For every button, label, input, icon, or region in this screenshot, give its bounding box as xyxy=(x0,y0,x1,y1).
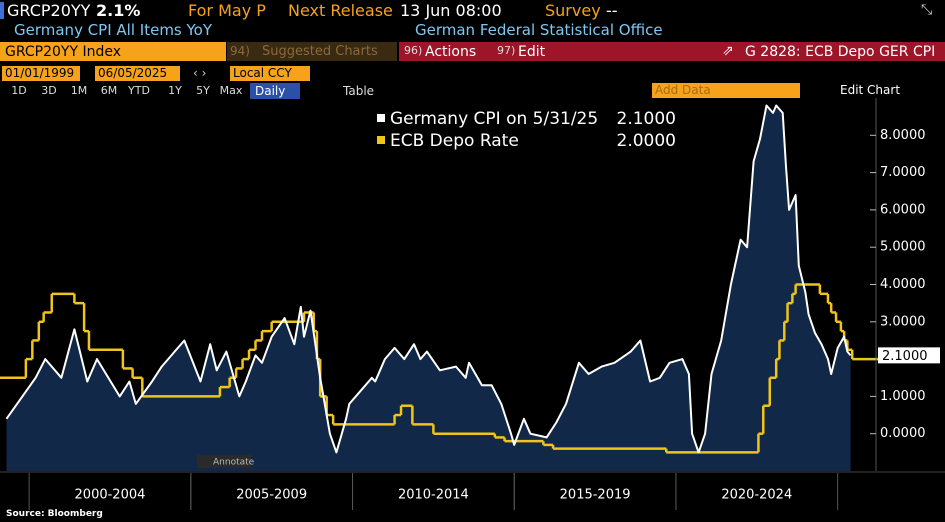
suggested-num: 94) xyxy=(230,44,250,58)
source-org: German Federal Statistical Office xyxy=(415,21,663,39)
edit[interactable]: Edit xyxy=(518,44,546,60)
frequency-box[interactable] xyxy=(250,83,300,99)
period-button[interactable]: YTD xyxy=(128,84,150,97)
start-date-box[interactable] xyxy=(2,66,80,81)
line xyxy=(5,104,852,454)
legend: Germany CPI on 5/31/25 2.1000 ECB Depo Rat… xyxy=(372,104,680,152)
survey: -- xyxy=(606,1,618,20)
next-release: 13 Jun 08:00 xyxy=(400,1,502,20)
y-tick-label: 4.0000 xyxy=(880,277,926,292)
actions-num: 96) xyxy=(404,44,423,57)
period-button[interactable]: Max xyxy=(219,84,243,97)
x-tick-label: 2010-2014 xyxy=(398,488,469,503)
security: GRCP20YY Index xyxy=(5,44,122,60)
last-value-label: 2.1000 xyxy=(882,349,928,364)
legend-swatch xyxy=(377,114,385,122)
period-button[interactable]: 6M xyxy=(100,84,118,97)
description: Germany CPI All Items YoY xyxy=(14,21,213,39)
table[interactable]: Table xyxy=(343,84,375,98)
add-data: Add Data xyxy=(655,83,711,97)
last-value: 2.1% xyxy=(96,1,141,20)
status-bar xyxy=(0,2,4,19)
period-button[interactable]: 1Y xyxy=(168,84,182,97)
period-button[interactable]: 1M xyxy=(70,84,88,97)
add-data-box[interactable] xyxy=(652,83,800,98)
x-axis-band xyxy=(0,472,945,510)
period-button[interactable]: 1D xyxy=(11,84,27,97)
legend-label: Germany CPI on 5/31/25 xyxy=(390,109,598,129)
period-button[interactable]: 5Y xyxy=(196,84,210,97)
legend-label: ECB Depo Rate xyxy=(390,131,519,151)
x-tick-label: 2000-2004 xyxy=(75,488,146,503)
end-date: 06/05/2025 xyxy=(98,66,168,80)
open-icon[interactable]: ⇗ xyxy=(722,43,734,59)
x-tick-label: 2020-2024 xyxy=(721,488,792,503)
chart-name: G 2828: ECB Depo GER CPI xyxy=(745,44,936,60)
suggested: Suggested Charts xyxy=(262,44,378,59)
end-date-box[interactable] xyxy=(95,66,180,81)
start-date: 01/01/1999 xyxy=(5,66,75,80)
suggested-box[interactable] xyxy=(227,42,397,61)
frequency: Daily xyxy=(255,84,286,98)
x-tick-label: 2005-2009 xyxy=(236,488,307,503)
y-tick-label: 1.0000 xyxy=(880,389,926,404)
legend-value: 2.0000 xyxy=(617,131,676,151)
footer: Source: Bloomberg xyxy=(6,509,103,519)
area-fill xyxy=(6,105,851,471)
y-tick-label: 3.0000 xyxy=(880,314,926,329)
y-tick-label: 6.0000 xyxy=(880,202,926,217)
legend-box xyxy=(372,104,680,152)
window-icon[interactable]: ⤡ xyxy=(921,2,933,18)
period: For May P xyxy=(188,1,266,20)
chart: 0.0000 1.0000 2.0000 3.0000 4.0000 5.0000 6.00… xyxy=(0,98,945,510)
edit-num: 97) xyxy=(497,44,516,57)
red-toolbar xyxy=(399,42,945,61)
y-tick-label: 8.0000 xyxy=(880,128,926,143)
actions[interactable]: Actions xyxy=(425,44,477,60)
edit-chart[interactable]: Edit Chart xyxy=(840,83,901,97)
y-tick-label: 5.0000 xyxy=(880,240,926,255)
ticker: GRCP20YY xyxy=(7,1,91,20)
last-value-badge xyxy=(878,347,940,364)
annotate: Annotate xyxy=(213,458,255,468)
y-tick-label: 0.0000 xyxy=(880,426,926,441)
currency-box[interactable] xyxy=(230,66,310,81)
legend-swatch xyxy=(377,136,385,144)
currency: Local CCY xyxy=(233,66,292,80)
y-tick-label: 7.0000 xyxy=(880,165,926,180)
x-tick-label: 2015-2019 xyxy=(560,488,631,503)
survey-label: Survey xyxy=(545,1,601,20)
period-button[interactable]: 3D xyxy=(41,84,57,97)
next-release-label: Next Release xyxy=(288,1,393,20)
nav-arrows[interactable]: ‹ › xyxy=(193,66,207,80)
security-box[interactable] xyxy=(0,42,226,61)
annotate-button[interactable] xyxy=(197,455,251,468)
legend-value: 2.1000 xyxy=(617,109,676,129)
